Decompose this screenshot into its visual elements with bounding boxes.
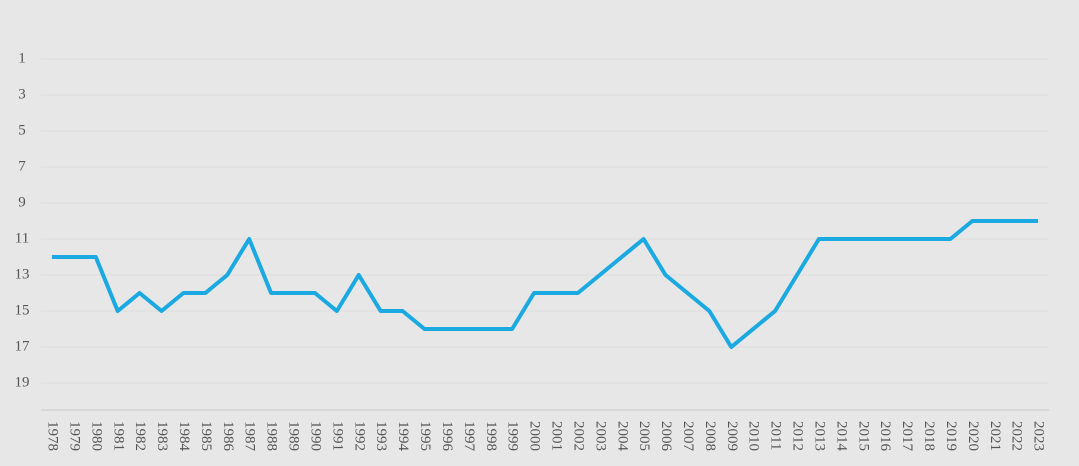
line-series [51,219,1039,349]
x-tick-label: 1985 [198,421,214,451]
x-tick-label: 2015 [855,421,871,451]
x-tick-label: 1996 [439,421,455,452]
x-tick-label: 2003 [592,421,608,451]
x-tick-label: 2012 [790,421,806,451]
x-tick-label: 1990 [307,421,323,451]
x-tick-label: 1984 [176,421,192,452]
x-tick-label: 1988 [264,421,280,451]
x-tick-label: 2018 [921,421,937,451]
y-tick-label: 15 [15,302,30,318]
y-tick-label: 5 [18,122,26,138]
x-tick-label: 1980 [88,421,104,451]
y-tick-label: 11 [15,230,29,246]
x-tick-label: 2020 [965,421,981,451]
x-tick-label: 2005 [636,421,652,451]
y-tick-label: 9 [18,194,26,210]
x-tick-label: 2016 [877,421,893,452]
x-tick-label: 1993 [373,421,389,451]
x-tick-label: 2004 [614,421,630,452]
x-tick-label: 1989 [286,421,302,451]
x-tick-label: 1994 [395,421,411,452]
x-tick-label: 1995 [417,421,433,451]
x-tick-label: 2009 [724,421,740,451]
x-tick-label: 2017 [899,421,915,452]
x-tick-label: 1978 [45,421,61,451]
y-tick-label: 17 [15,338,31,354]
x-tick-label: 2023 [1031,421,1047,451]
x-tick-label: 2007 [680,421,696,452]
x-tick-label: 1998 [483,421,499,451]
x-tick-label: 2002 [570,421,586,451]
x-tick-label: 1987 [242,421,258,452]
x-tick-label: 1991 [329,421,345,451]
x-tick-label: 1983 [154,421,170,451]
x-tick-label: 1981 [110,421,126,451]
y-tick-label: 1 [18,50,26,66]
x-tick-label: 1982 [132,421,148,451]
x-tick-label: 2019 [943,421,959,451]
x-tick-label: 2008 [702,421,718,451]
x-tick-label: 2011 [768,421,784,450]
x-tick-label: 1979 [66,421,82,451]
x-tick-label: 1992 [351,421,367,451]
y-tick-label: 3 [18,86,26,102]
x-tick-label: 1986 [220,421,236,452]
x-tick-label: 2021 [987,421,1003,451]
x-tick-label: 2010 [746,421,762,451]
x-tick-label: 2000 [527,421,543,451]
x-tick-label: 1999 [505,421,521,451]
y-tick-label: 19 [15,374,30,390]
x-tick-label: 1997 [461,421,477,452]
x-tick-label: 2001 [549,421,565,451]
x-tick-label: 2022 [1009,421,1025,451]
x-tick-label: 2006 [658,421,674,452]
y-tick-label: 7 [18,158,26,174]
x-tick-label: 2014 [833,421,849,452]
x-tick-label: 2013 [811,421,827,451]
y-tick-label: 13 [15,266,30,282]
